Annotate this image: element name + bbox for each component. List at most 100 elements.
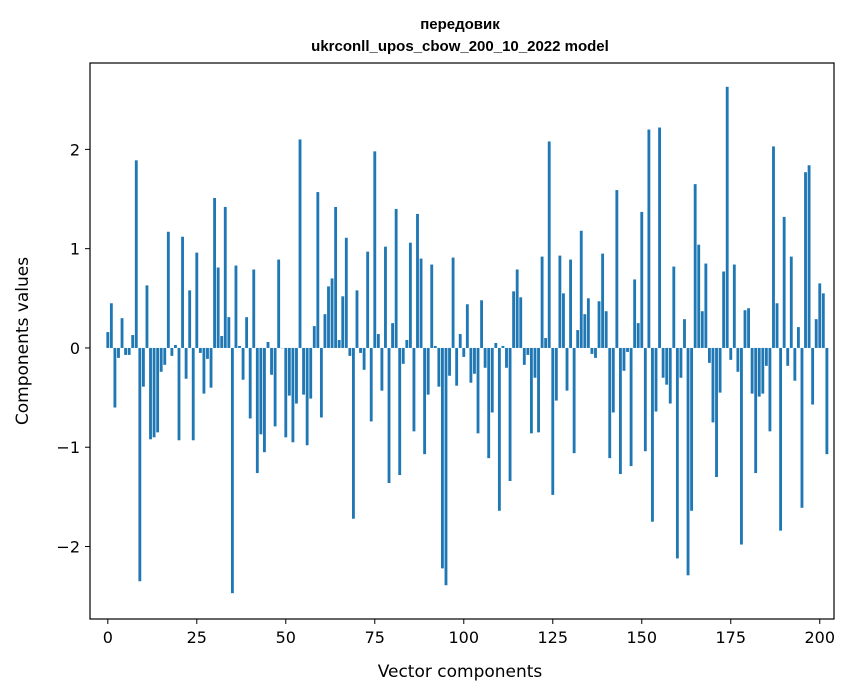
bar-39 — [245, 317, 249, 348]
bar-13 — [152, 347, 156, 438]
bar-139 — [601, 253, 605, 348]
bar-44 — [263, 347, 266, 453]
bar-180 — [747, 308, 750, 348]
bar-1 — [109, 303, 113, 348]
bar-20 — [177, 347, 181, 441]
bar-51 — [287, 347, 291, 396]
bar-159 — [672, 266, 676, 348]
bar-171 — [715, 347, 718, 478]
bar-125 — [551, 347, 555, 495]
bar-179 — [743, 310, 747, 348]
bar-185 — [764, 347, 768, 366]
bar-104 — [476, 347, 480, 434]
bar-43 — [259, 347, 263, 435]
bar-197 — [807, 165, 811, 348]
bar-154 — [654, 347, 658, 412]
bar-107 — [487, 347, 491, 459]
bar-176 — [732, 264, 736, 348]
bar-78 — [384, 246, 387, 348]
bar-167 — [700, 311, 704, 348]
bar-175 — [729, 347, 733, 360]
bar-90 — [426, 347, 430, 395]
bar-134 — [583, 314, 587, 348]
bar-108 — [490, 347, 494, 413]
bar-34 — [227, 317, 231, 348]
bar-114 — [512, 291, 516, 348]
bar-64 — [334, 206, 338, 348]
bar-60 — [319, 347, 323, 418]
bar-109 — [494, 342, 498, 348]
bar-191 — [786, 347, 790, 366]
x-tick-label: 75 — [365, 628, 385, 647]
x-tick-label: 25 — [187, 628, 207, 647]
y-axis-ticks: −2 −1 0 1 2 — [56, 140, 90, 557]
bar-102 — [469, 347, 473, 383]
bar-77 — [380, 347, 384, 391]
bar-73 — [366, 251, 370, 348]
bar-187 — [772, 146, 775, 348]
plot-frame — [89, 62, 835, 620]
bar-72 — [362, 347, 366, 370]
bar-177 — [736, 347, 740, 372]
bar-56 — [305, 347, 309, 446]
bar-144 — [618, 347, 622, 475]
bar-80 — [391, 323, 395, 348]
bar-54 — [298, 139, 302, 348]
bar-117 — [522, 347, 526, 365]
bar-119 — [529, 347, 533, 434]
bar-74 — [369, 347, 373, 422]
bar-124 — [547, 141, 551, 348]
bar-71 — [359, 347, 362, 353]
bar-115 — [515, 269, 519, 348]
bar-91 — [430, 264, 434, 348]
bar-151 — [643, 347, 647, 452]
bar-24 — [191, 347, 195, 441]
bar-152 — [647, 129, 651, 348]
x-axis-label: Vector components — [378, 662, 543, 682]
bar-198 — [811, 347, 815, 405]
bar-52 — [291, 347, 295, 443]
bar-100 — [462, 347, 466, 357]
bar-85 — [408, 242, 412, 348]
bar-172 — [718, 347, 722, 393]
bar-18 — [170, 347, 174, 356]
bar-111 — [501, 345, 505, 348]
bar-93 — [437, 347, 441, 387]
bar-101 — [465, 304, 469, 348]
bar-201 — [821, 293, 825, 348]
bar-23 — [188, 290, 192, 348]
bar-126 — [554, 347, 558, 401]
bar-174 — [725, 86, 729, 348]
bar-106 — [483, 347, 487, 368]
bar-12 — [149, 347, 152, 440]
bar-183 — [757, 347, 761, 397]
bars-group — [106, 86, 829, 594]
bar-35 — [230, 347, 234, 594]
bar-195 — [800, 347, 804, 508]
bar-63 — [330, 278, 334, 348]
x-tick-label: 125 — [538, 628, 569, 647]
chart-subtitle: ukrconll_upos_cbow_200_10_2022 model — [311, 38, 609, 55]
bar-48 — [277, 259, 281, 348]
y-tick-label: 2 — [70, 140, 80, 159]
bar-33 — [223, 206, 227, 348]
bar-186 — [768, 347, 772, 432]
bar-26 — [198, 347, 202, 353]
bar-29 — [209, 347, 213, 388]
bar-61 — [323, 314, 327, 348]
bar-138 — [597, 301, 601, 348]
bar-158 — [668, 347, 672, 404]
bar-15 — [159, 347, 163, 372]
bar-75 — [373, 151, 377, 348]
bar-99 — [458, 334, 462, 348]
bar-202 — [825, 347, 829, 455]
bar-59 — [316, 192, 320, 348]
bar-27 — [202, 347, 206, 394]
bar-6 — [127, 347, 131, 355]
bar-22 — [184, 347, 188, 379]
bar-140 — [604, 311, 608, 348]
x-tick-label: 0 — [103, 628, 113, 647]
bar-81 — [394, 208, 398, 348]
bar-84 — [405, 340, 409, 348]
